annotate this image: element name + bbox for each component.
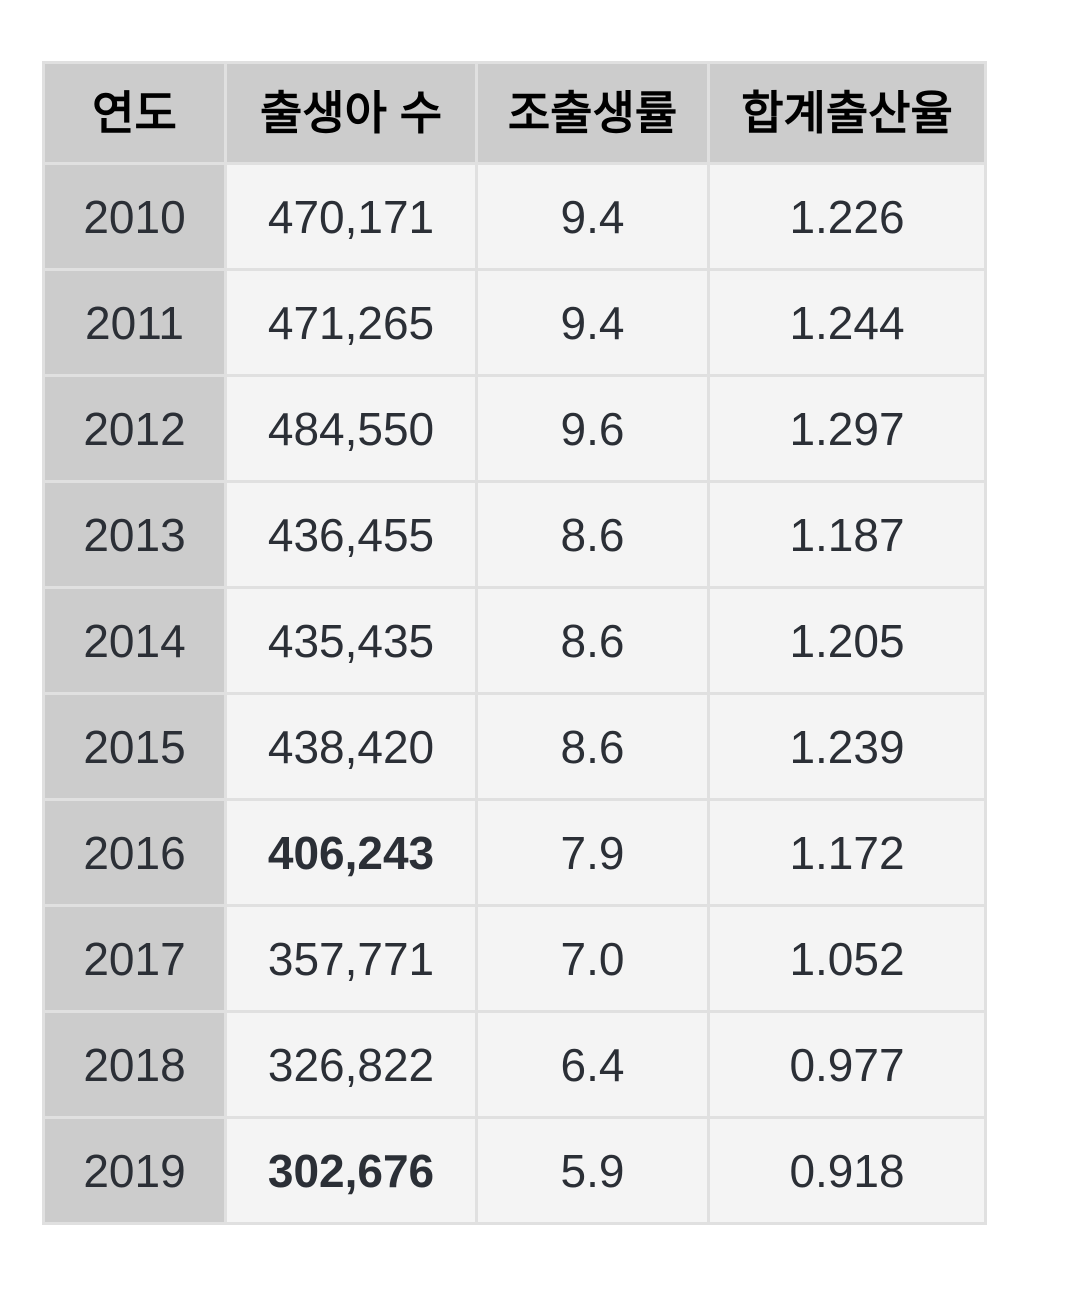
births-cell: 435,435 <box>224 586 478 695</box>
total-fertility-rate-cell: 1.297 <box>707 374 987 483</box>
table-row: 2011 471,265 9.4 1.244 <box>42 268 987 377</box>
year-cell: 2018 <box>42 1010 227 1119</box>
crude-birth-rate-cell: 9.6 <box>475 374 710 483</box>
births-cell: 326,822 <box>224 1010 478 1119</box>
year-cell: 2016 <box>42 798 227 907</box>
crude-birth-rate-cell: 9.4 <box>475 268 710 377</box>
crude-birth-rate-cell: 8.6 <box>475 480 710 589</box>
column-header-total-fertility-rate: 합계출산율 <box>707 61 987 165</box>
total-fertility-rate-cell: 1.239 <box>707 692 987 801</box>
total-fertility-rate-cell: 1.205 <box>707 586 987 695</box>
year-cell: 2012 <box>42 374 227 483</box>
total-fertility-rate-cell: 1.244 <box>707 268 987 377</box>
crude-birth-rate-cell: 8.6 <box>475 692 710 801</box>
year-cell: 2013 <box>42 480 227 589</box>
births-cell: 471,265 <box>224 268 478 377</box>
total-fertility-rate-cell: 1.052 <box>707 904 987 1013</box>
table-header: 연도 출생아 수 조출생률 합계출산율 <box>42 61 987 165</box>
crude-birth-rate-cell: 6.4 <box>475 1010 710 1119</box>
total-fertility-rate-cell: 0.977 <box>707 1010 987 1119</box>
total-fertility-rate-cell: 1.187 <box>707 480 987 589</box>
crude-birth-rate-cell: 8.6 <box>475 586 710 695</box>
table-row: 2010 470,171 9.4 1.226 <box>42 162 987 271</box>
births-cell: 470,171 <box>224 162 478 271</box>
crude-birth-rate-cell: 9.4 <box>475 162 710 271</box>
year-cell: 2015 <box>42 692 227 801</box>
birth-statistics-table-container: 연도 출생아 수 조출생률 합계출산율 2010 470,171 9.4 1.226 2… <box>42 61 987 1225</box>
births-cell: 302,676 <box>224 1116 478 1225</box>
table-row: 2013 436,455 8.6 1.187 <box>42 480 987 589</box>
table-row: 2018 326,822 6.4 0.977 <box>42 1010 987 1119</box>
crude-birth-rate-cell: 7.9 <box>475 798 710 907</box>
births-cell: 357,771 <box>224 904 478 1013</box>
total-fertility-rate-cell: 1.172 <box>707 798 987 907</box>
table-row: 2014 435,435 8.6 1.205 <box>42 586 987 695</box>
births-cell: 436,455 <box>224 480 478 589</box>
year-cell: 2014 <box>42 586 227 695</box>
year-cell: 2017 <box>42 904 227 1013</box>
column-header-crude-birth-rate: 조출생률 <box>475 61 710 165</box>
births-cell: 438,420 <box>224 692 478 801</box>
crude-birth-rate-cell: 5.9 <box>475 1116 710 1225</box>
table-row: 2015 438,420 8.6 1.239 <box>42 692 987 801</box>
year-cell: 2019 <box>42 1116 227 1225</box>
table-row: 2012 484,550 9.6 1.297 <box>42 374 987 483</box>
table-row: 2019 302,676 5.9 0.918 <box>42 1116 987 1225</box>
column-header-year: 연도 <box>42 61 227 165</box>
births-cell: 484,550 <box>224 374 478 483</box>
births-cell: 406,243 <box>224 798 478 907</box>
birth-statistics-table: 연도 출생아 수 조출생률 합계출산율 2010 470,171 9.4 1.226 2… <box>42 61 987 1225</box>
total-fertility-rate-cell: 1.226 <box>707 162 987 271</box>
year-cell: 2010 <box>42 162 227 271</box>
table-row: 2016 406,243 7.9 1.172 <box>42 798 987 907</box>
year-cell: 2011 <box>42 268 227 377</box>
header-row: 연도 출생아 수 조출생률 합계출산율 <box>42 61 987 165</box>
table-row: 2017 357,771 7.0 1.052 <box>42 904 987 1013</box>
table-body: 2010 470,171 9.4 1.226 2011 471,265 9.4 1.244 20… <box>42 162 987 1225</box>
column-header-births: 출생아 수 <box>224 61 478 165</box>
crude-birth-rate-cell: 7.0 <box>475 904 710 1013</box>
total-fertility-rate-cell: 0.918 <box>707 1116 987 1225</box>
